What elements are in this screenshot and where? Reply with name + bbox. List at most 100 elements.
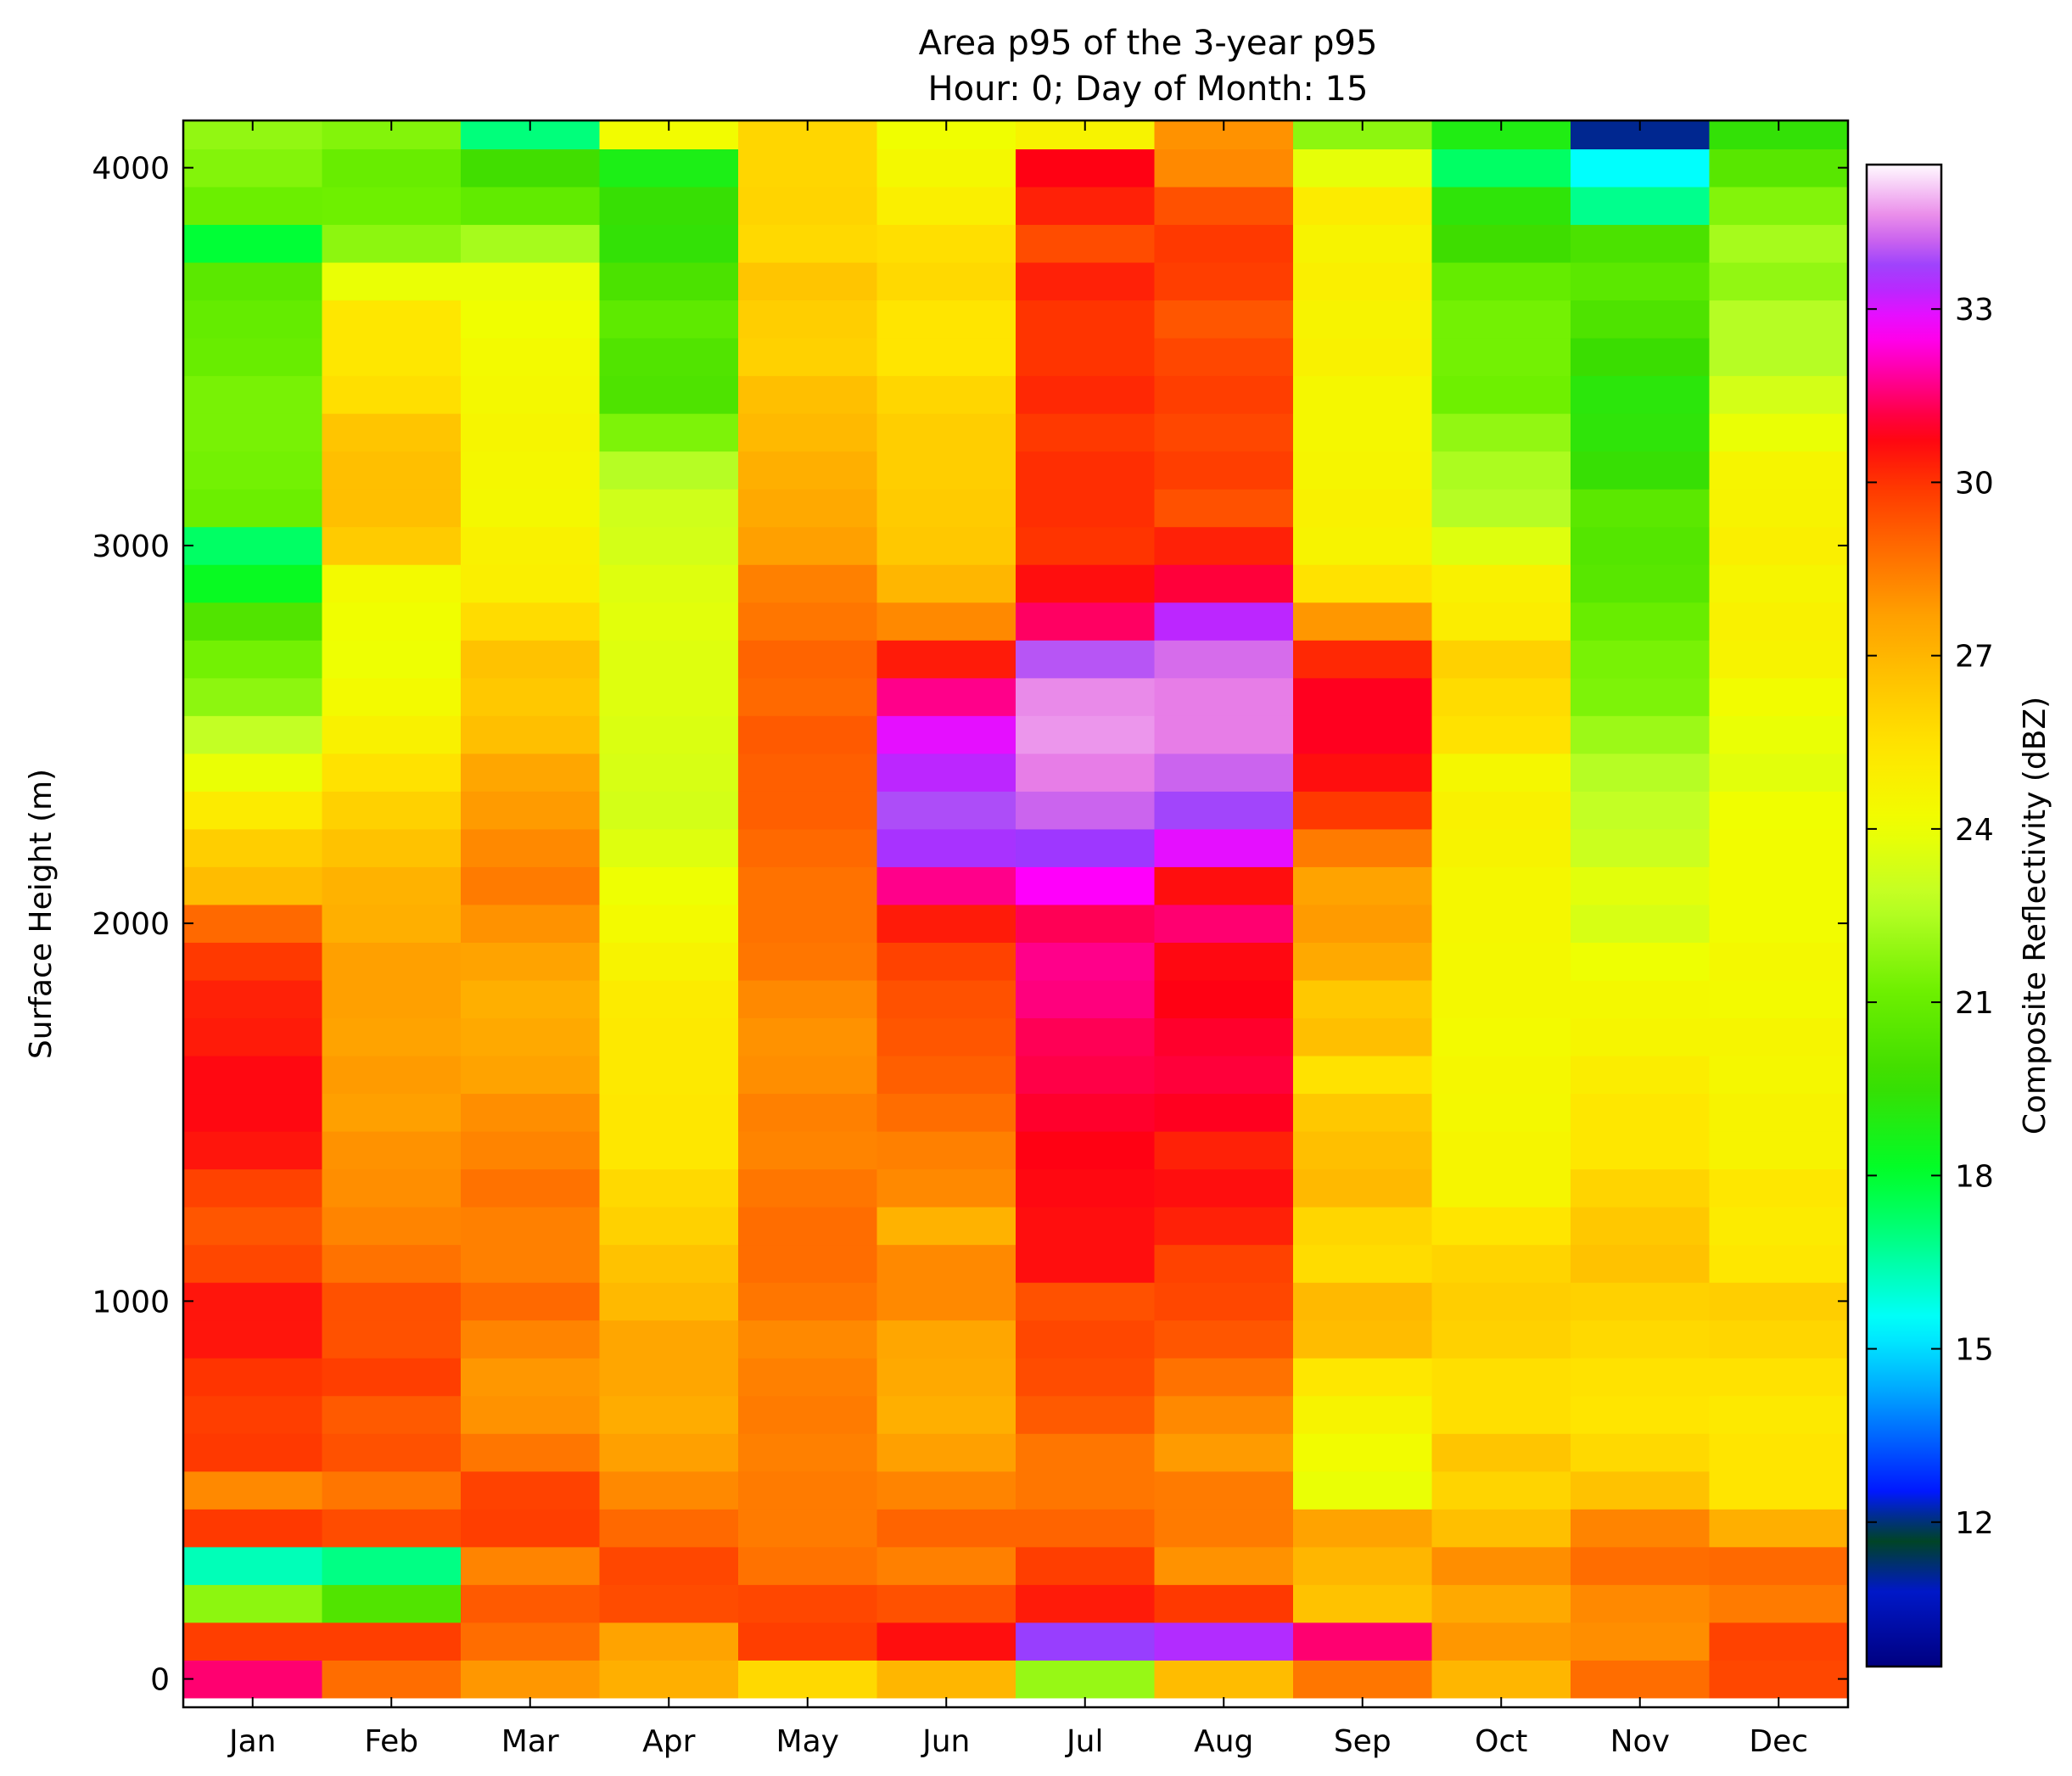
heatmap-cell bbox=[1571, 1131, 1711, 1170]
heatmap-cell bbox=[461, 338, 601, 377]
heatmap-cell bbox=[1709, 1207, 1849, 1246]
heatmap-cell bbox=[1571, 640, 1711, 679]
heatmap-cell bbox=[322, 300, 462, 339]
heatmap-cell bbox=[1571, 866, 1711, 905]
heatmap-cell bbox=[1571, 375, 1711, 414]
heatmap-cell bbox=[876, 866, 1016, 905]
heatmap-cell bbox=[1154, 753, 1294, 792]
heatmap-cell bbox=[461, 979, 601, 1019]
heatmap-cell bbox=[322, 413, 462, 452]
heatmap-cell bbox=[1293, 1584, 1433, 1623]
heatmap-cell bbox=[599, 1207, 739, 1246]
heatmap-cell bbox=[1571, 1055, 1711, 1095]
heatmap-cell bbox=[599, 375, 739, 414]
heatmap-cell bbox=[1016, 413, 1156, 452]
heatmap-cell bbox=[1571, 338, 1711, 377]
heatmap-cell bbox=[183, 753, 323, 792]
heatmap-cell bbox=[461, 828, 601, 867]
heatmap-cell bbox=[1571, 413, 1711, 452]
heatmap-cell bbox=[1016, 753, 1156, 792]
heatmap-cell bbox=[1431, 715, 1571, 754]
heatmap-cell bbox=[1709, 261, 1849, 301]
heatmap-cell bbox=[1154, 1509, 1294, 1548]
heatmap-cell bbox=[322, 1131, 462, 1170]
colorbar-tick-label: 27 bbox=[1955, 640, 1994, 675]
heatmap-cell bbox=[1293, 715, 1433, 754]
heatmap-cell bbox=[1293, 186, 1433, 226]
heatmap-cell bbox=[183, 1546, 323, 1585]
heatmap-cell bbox=[738, 1168, 878, 1207]
heatmap-cell bbox=[876, 1471, 1016, 1510]
heatmap-cell bbox=[1016, 1660, 1156, 1699]
heatmap-cell bbox=[1293, 1433, 1433, 1472]
heatmap-cell bbox=[461, 1168, 601, 1207]
heatmap-cell bbox=[738, 148, 878, 188]
heatmap-cell bbox=[183, 866, 323, 905]
heatmap-cell bbox=[1431, 375, 1571, 414]
heatmap-cell bbox=[1154, 564, 1294, 603]
heatmap-cell bbox=[1431, 1660, 1571, 1699]
heatmap-cell bbox=[461, 1660, 601, 1699]
heatmap-cell bbox=[1016, 979, 1156, 1019]
heatmap-cell bbox=[1154, 866, 1294, 905]
heatmap-cell bbox=[322, 828, 462, 867]
heatmap-cell bbox=[1571, 979, 1711, 1019]
heatmap-cell bbox=[1154, 1395, 1294, 1434]
heatmap-cell bbox=[1154, 1622, 1294, 1661]
heatmap-cell bbox=[738, 451, 878, 490]
heatmap-cell bbox=[1431, 1131, 1571, 1170]
heatmap-cell bbox=[183, 186, 323, 226]
heatmap-cell bbox=[599, 186, 739, 226]
heatmap-cell bbox=[738, 489, 878, 528]
heatmap-cell bbox=[738, 526, 878, 565]
y-tick-label: 4000 bbox=[92, 152, 170, 187]
heatmap-cell bbox=[738, 828, 878, 867]
heatmap-cell bbox=[1571, 1471, 1711, 1510]
colorbar-tick-label: 24 bbox=[1955, 813, 1994, 848]
heatmap-cell bbox=[1431, 338, 1571, 377]
heatmap-cell bbox=[1709, 942, 1849, 981]
heatmap-cell bbox=[599, 451, 739, 490]
heatmap-cell bbox=[876, 375, 1016, 414]
heatmap-cell bbox=[738, 1660, 878, 1699]
heatmap-cell bbox=[1154, 338, 1294, 377]
heatmap-cell bbox=[1293, 904, 1433, 943]
heatmap-cell bbox=[1016, 1584, 1156, 1623]
heatmap-cell bbox=[322, 1622, 462, 1661]
heatmap-cell bbox=[1431, 1546, 1571, 1585]
heatmap-cell bbox=[1154, 1244, 1294, 1283]
heatmap-cell bbox=[599, 715, 739, 754]
heatmap-cell bbox=[1293, 526, 1433, 565]
x-tick-label: Oct bbox=[1475, 1724, 1527, 1759]
x-tick-label: Mar bbox=[501, 1724, 559, 1759]
heatmap-cell bbox=[1431, 1168, 1571, 1207]
heatmap-cell bbox=[461, 451, 601, 490]
heatmap-cell bbox=[1431, 677, 1571, 716]
heatmap-cell bbox=[876, 1622, 1016, 1661]
heatmap-cell bbox=[599, 1395, 739, 1434]
heatmap-cell bbox=[876, 451, 1016, 490]
heatmap-cell bbox=[1709, 904, 1849, 943]
heatmap-cell bbox=[461, 942, 601, 981]
heatmap-cell bbox=[1431, 1282, 1571, 1321]
heatmap-cell bbox=[599, 300, 739, 339]
heatmap-cell bbox=[599, 526, 739, 565]
heatmap-cell bbox=[1293, 791, 1433, 830]
heatmap-cell bbox=[1431, 1622, 1571, 1661]
heatmap-cell bbox=[461, 866, 601, 905]
heatmap-cell bbox=[461, 602, 601, 641]
heatmap-cell bbox=[322, 1546, 462, 1585]
heatmap-cell bbox=[1571, 904, 1711, 943]
heatmap-cell bbox=[876, 1168, 1016, 1207]
heatmap-cell bbox=[1293, 1509, 1433, 1548]
heatmap-cell bbox=[1431, 1509, 1571, 1548]
heatmap-cell bbox=[738, 979, 878, 1019]
heatmap-cell bbox=[1431, 1319, 1571, 1359]
heatmap-cell bbox=[738, 791, 878, 830]
heatmap-cell bbox=[599, 148, 739, 188]
heatmap-cell bbox=[461, 1546, 601, 1585]
heatmap-cell bbox=[1154, 1546, 1294, 1585]
heatmap-cell bbox=[1016, 375, 1156, 414]
heatmap-cell bbox=[1293, 261, 1433, 301]
